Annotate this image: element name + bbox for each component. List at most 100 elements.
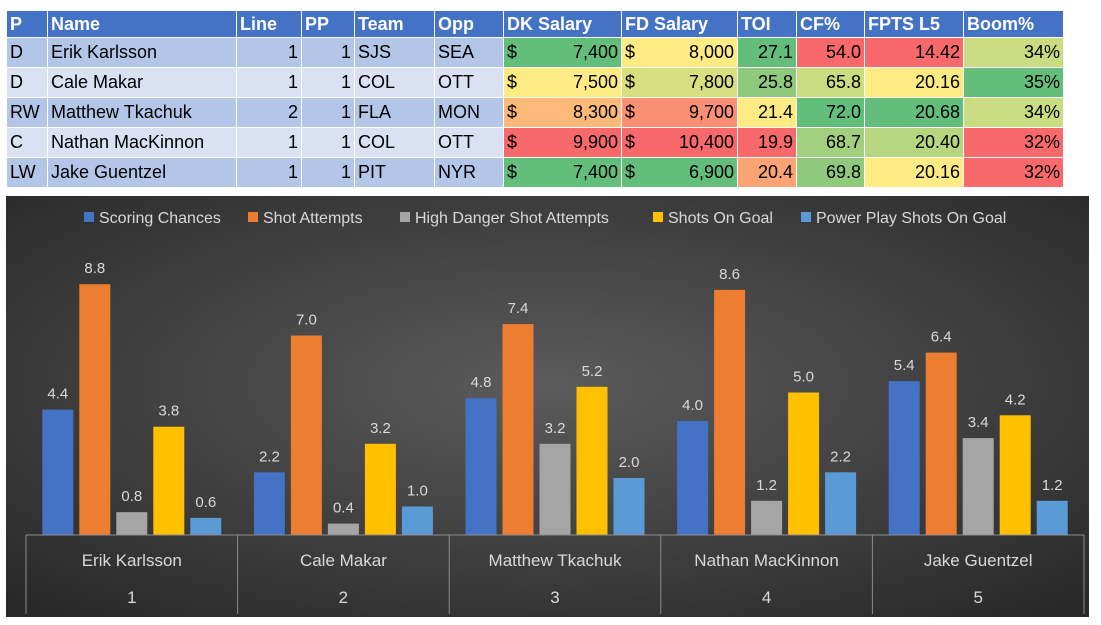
cell-pp: 1 — [301, 67, 355, 98]
currency-symbol: $ — [507, 72, 518, 92]
cell-dk: $7,500 — [503, 67, 622, 98]
cell-fd: $7,800 — [621, 67, 738, 98]
salary-value: 7,400 — [572, 42, 618, 62]
table-row: LW Jake Guentzel 1 1 PIT NYR $7,400 $6,900 20.4 6… — [6, 157, 1064, 188]
cell-fpts: 20.16 — [864, 157, 964, 188]
header-toi: TOI — [737, 10, 797, 38]
legend-swatch — [653, 212, 663, 222]
chart-legend: Scoring Chances Shot Attempts High Danger … — [84, 210, 1006, 227]
cell-pos: LW — [6, 157, 48, 188]
cell-cf: 54.0 — [796, 37, 865, 68]
bar — [751, 500, 783, 535]
data-label: 3.2 — [370, 420, 391, 437]
currency-symbol: $ — [625, 42, 636, 62]
cell-line: 2 — [236, 97, 302, 128]
salary-value: 8,000 — [688, 42, 734, 62]
data-label: 2.2 — [259, 448, 280, 465]
data-label: 8.8 — [84, 260, 105, 277]
cell-pp: 1 — [301, 127, 355, 158]
cell-name: Matthew Tkachuk — [47, 97, 237, 128]
data-label: 8.6 — [719, 266, 740, 283]
cell-name: Jake Guentzel — [47, 157, 237, 188]
cell-dk: $7,400 — [503, 37, 622, 68]
header-opp: Opp — [434, 10, 504, 38]
currency-symbol: $ — [625, 162, 636, 182]
bar — [42, 409, 74, 535]
bar — [925, 352, 957, 535]
currency-symbol: $ — [625, 102, 636, 122]
data-label: 3.8 — [158, 403, 179, 420]
bar — [962, 438, 994, 535]
data-label: 2.2 — [830, 448, 851, 465]
data-label: 0.8 — [121, 488, 142, 505]
cell-fpts: 14.42 — [864, 37, 964, 68]
cell-toi: 21.4 — [737, 97, 797, 128]
cell-opp: OTT — [434, 67, 504, 98]
cell-boom: 34% — [963, 97, 1064, 128]
legend-swatch — [84, 212, 94, 222]
bar — [788, 392, 820, 535]
data-label: 7.0 — [296, 312, 317, 329]
table-row: D Erik Karlsson 1 1 SJS SEA $7,400 $8,000 27.1 54… — [6, 37, 1064, 68]
bar — [888, 381, 920, 535]
bar — [364, 443, 396, 535]
cell-cf: 68.7 — [796, 127, 865, 158]
category-number-label: 2 — [339, 588, 348, 607]
bar — [153, 426, 185, 535]
shots-bar-chart: Scoring Chances Shot Attempts High Danger … — [6, 196, 1089, 617]
cell-pos: D — [6, 37, 48, 68]
cell-name: Erik Karlsson — [47, 37, 237, 68]
cell-name: Nathan MacKinnon — [47, 127, 237, 158]
cell-boom: 34% — [963, 37, 1064, 68]
data-label: 3.4 — [968, 414, 989, 431]
category-number-label: 5 — [973, 588, 982, 607]
cell-fd: $9,700 — [621, 97, 738, 128]
cell-opp: SEA — [434, 37, 504, 68]
cell-boom: 35% — [963, 67, 1064, 98]
table-row: D Cale Makar 1 1 COL OTT $7,500 $7,800 25.8 65.8 2… — [6, 67, 1064, 98]
cell-opp: MON — [434, 97, 504, 128]
data-label: 4.2 — [1005, 391, 1026, 408]
bar — [327, 523, 359, 535]
currency-symbol: $ — [625, 72, 636, 92]
category-number-label: 4 — [762, 588, 771, 607]
cell-boom: 32% — [963, 127, 1064, 158]
data-label: 0.4 — [333, 500, 354, 517]
cell-pos: RW — [6, 97, 48, 128]
category-number-label: 1 — [127, 588, 136, 607]
cell-cf: 69.8 — [796, 157, 865, 188]
cell-pp: 1 — [301, 157, 355, 188]
currency-symbol: $ — [507, 102, 518, 122]
legend-label: Shot Attempts — [263, 210, 363, 227]
cell-dk: $8,300 — [503, 97, 622, 128]
cell-fd: $6,900 — [621, 157, 738, 188]
cell-opp: OTT — [434, 127, 504, 158]
category-label: Jake Guentzel — [924, 551, 1033, 570]
header-fd-salary: FD Salary — [621, 10, 738, 38]
salary-value: 7,800 — [688, 72, 734, 92]
header-boom: Boom% — [963, 10, 1064, 38]
cell-dk: $9,900 — [503, 127, 622, 158]
cell-cf: 72.0 — [796, 97, 865, 128]
cell-opp: NYR — [434, 157, 504, 188]
data-label: 4.8 — [471, 374, 492, 391]
data-label: 3.2 — [545, 420, 566, 437]
currency-symbol: $ — [507, 132, 518, 152]
category-number-label: 3 — [550, 588, 559, 607]
cell-team: COL — [354, 127, 435, 158]
legend-swatch — [248, 212, 258, 222]
cell-dk: $7,400 — [503, 157, 622, 188]
currency-symbol: $ — [507, 162, 518, 182]
legend-label: Shots On Goal — [668, 210, 773, 227]
cell-pp: 1 — [301, 37, 355, 68]
bar — [79, 284, 111, 535]
bar — [190, 517, 222, 535]
header-cf: CF% — [796, 10, 865, 38]
header-name: Name — [47, 10, 237, 38]
data-label: 1.2 — [756, 477, 777, 494]
cell-line: 1 — [236, 37, 302, 68]
bar — [714, 289, 746, 535]
cell-name: Cale Makar — [47, 67, 237, 98]
category-label: Cale Makar — [300, 551, 387, 570]
bar — [576, 386, 608, 535]
